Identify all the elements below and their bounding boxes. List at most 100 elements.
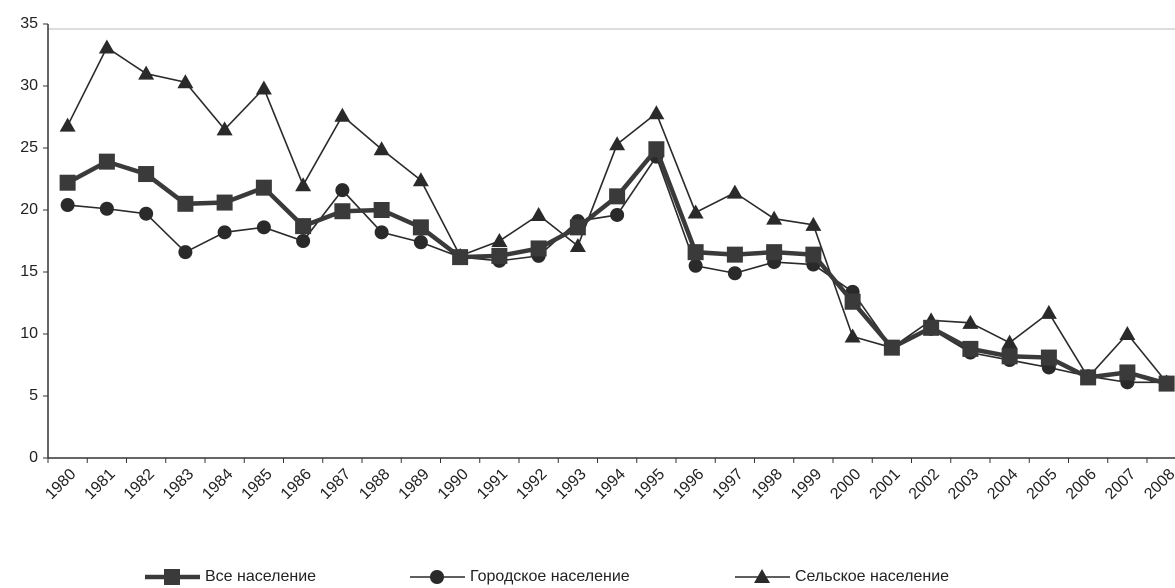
data-point bbox=[727, 266, 742, 281]
x-tick-label: 2001 bbox=[866, 466, 903, 503]
x-tick-label: 1994 bbox=[592, 466, 629, 503]
x-tick-label: 2003 bbox=[945, 466, 982, 503]
data-point bbox=[648, 105, 665, 120]
x-tick-label: 1987 bbox=[317, 466, 354, 503]
data-point bbox=[255, 179, 272, 196]
y-tick-label: 35 bbox=[20, 15, 38, 32]
y-tick-label: 25 bbox=[20, 139, 38, 156]
x-tick-label: 1983 bbox=[160, 466, 197, 503]
data-point bbox=[569, 219, 586, 236]
data-point bbox=[373, 202, 390, 218]
data-point bbox=[373, 141, 390, 156]
data-point bbox=[295, 218, 312, 235]
data-point bbox=[648, 141, 665, 158]
data-point bbox=[1119, 326, 1136, 340]
data-point bbox=[216, 194, 233, 211]
y-tick-label: 0 bbox=[29, 449, 38, 466]
data-point bbox=[452, 249, 469, 266]
x-tick-label: 1998 bbox=[749, 466, 786, 503]
data-point bbox=[217, 225, 232, 240]
data-point bbox=[98, 39, 115, 54]
data-point bbox=[530, 240, 547, 257]
x-tick-label: 2005 bbox=[1023, 466, 1060, 503]
data-point bbox=[255, 80, 272, 95]
x-tick-label: 1996 bbox=[670, 466, 707, 503]
x-tick-label: 2008 bbox=[1141, 466, 1175, 503]
x-tick-label: 1997 bbox=[709, 466, 746, 503]
data-point bbox=[374, 225, 389, 240]
x-tick-label: 1981 bbox=[81, 466, 118, 503]
legend-label: Городское население bbox=[470, 568, 630, 585]
data-point bbox=[610, 207, 625, 222]
data-point bbox=[883, 339, 900, 356]
data-point bbox=[726, 246, 743, 263]
data-point bbox=[1158, 375, 1175, 392]
x-tick-label: 1984 bbox=[199, 466, 236, 503]
data-point bbox=[334, 107, 351, 122]
legend-label: Сельское население bbox=[795, 568, 949, 585]
data-point bbox=[766, 244, 783, 261]
x-tick-label: 2006 bbox=[1063, 466, 1100, 503]
data-point bbox=[138, 65, 155, 80]
data-point bbox=[688, 258, 703, 273]
x-tick-label: 1991 bbox=[474, 466, 511, 503]
data-point bbox=[412, 219, 429, 236]
x-tick-label: 1999 bbox=[788, 466, 825, 503]
data-point bbox=[687, 244, 704, 261]
y-tick-label: 5 bbox=[29, 387, 38, 404]
x-tick-label: 2007 bbox=[1102, 466, 1139, 503]
data-point bbox=[98, 153, 115, 170]
data-point bbox=[413, 235, 428, 250]
x-tick-label: 1980 bbox=[42, 466, 79, 503]
x-tick-label: 2000 bbox=[827, 466, 864, 503]
data-point bbox=[256, 220, 271, 235]
y-tick-label: 10 bbox=[20, 325, 38, 342]
data-point bbox=[139, 206, 154, 221]
data-point bbox=[59, 117, 76, 132]
x-tick-label: 1995 bbox=[631, 466, 668, 503]
x-tick-label: 2004 bbox=[984, 466, 1021, 503]
y-tick-label: 30 bbox=[20, 77, 38, 94]
data-point bbox=[99, 201, 114, 216]
y-tick-label: 15 bbox=[20, 263, 38, 280]
data-point bbox=[1040, 304, 1057, 319]
data-point bbox=[177, 74, 194, 89]
data-point bbox=[295, 177, 312, 192]
data-point bbox=[138, 166, 155, 183]
data-point bbox=[844, 328, 861, 343]
data-point bbox=[491, 233, 508, 247]
data-point bbox=[216, 121, 233, 136]
x-tick-label: 2002 bbox=[906, 466, 943, 503]
data-point bbox=[59, 174, 76, 191]
data-point bbox=[1001, 334, 1018, 349]
data-point bbox=[1080, 369, 1097, 386]
data-point bbox=[962, 340, 979, 357]
y-tick-label: 20 bbox=[20, 201, 38, 218]
x-tick-label: 1986 bbox=[278, 466, 315, 503]
data-point bbox=[766, 210, 783, 225]
x-tick-label: 1985 bbox=[238, 466, 275, 503]
data-point bbox=[60, 198, 75, 213]
data-point bbox=[335, 183, 350, 198]
data-point bbox=[805, 246, 822, 263]
data-point bbox=[805, 216, 822, 231]
data-point bbox=[726, 184, 743, 199]
data-point bbox=[1119, 364, 1136, 381]
data-point bbox=[609, 188, 626, 205]
data-point bbox=[962, 314, 979, 329]
x-tick-label: 1989 bbox=[395, 466, 432, 503]
data-point bbox=[844, 293, 861, 310]
data-point bbox=[412, 172, 429, 187]
legend-marker bbox=[754, 569, 770, 583]
data-point bbox=[923, 319, 940, 336]
data-point bbox=[1040, 349, 1057, 366]
legend-marker bbox=[430, 570, 444, 584]
data-point bbox=[687, 204, 704, 219]
x-tick-label: 1993 bbox=[552, 466, 589, 503]
x-tick-label: 1990 bbox=[435, 466, 472, 503]
x-tick-label: 1982 bbox=[121, 466, 158, 503]
data-point bbox=[177, 195, 194, 212]
data-point bbox=[491, 247, 508, 264]
x-tick-label: 1988 bbox=[356, 466, 393, 503]
